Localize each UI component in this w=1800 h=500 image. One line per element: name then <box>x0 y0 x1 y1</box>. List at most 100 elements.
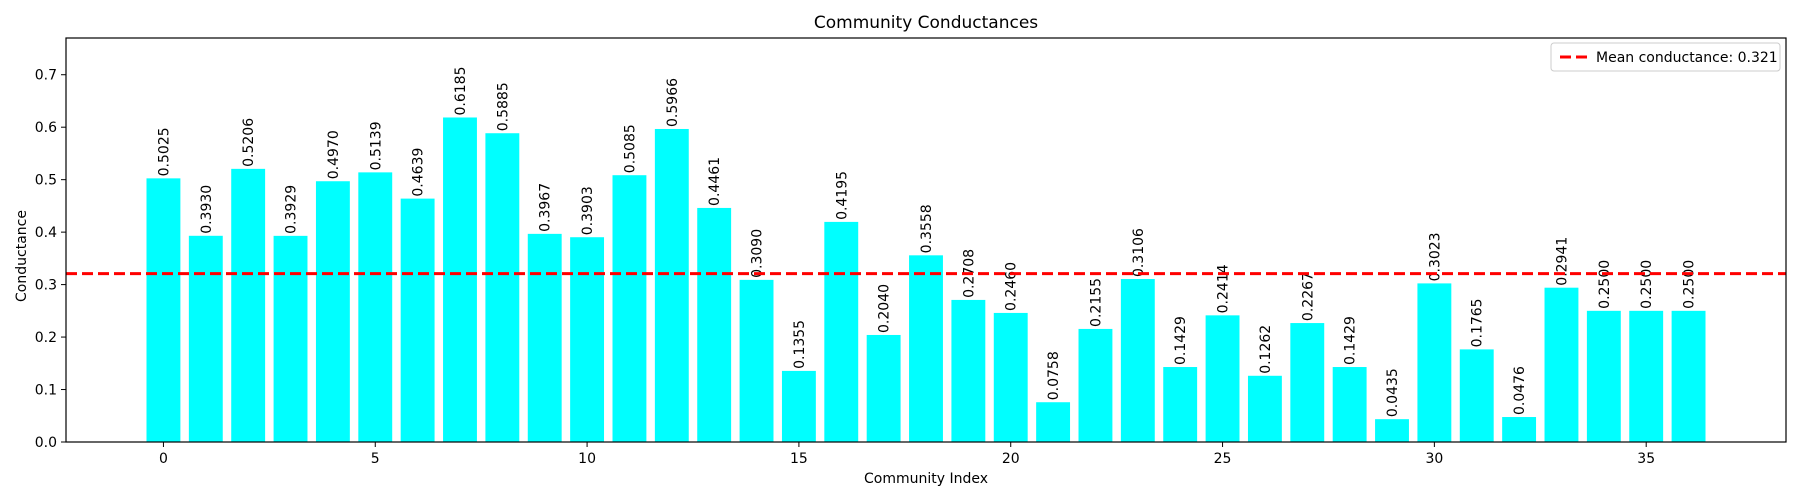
y-tick-label: 0.3 <box>35 278 57 294</box>
bar-community-36 <box>1671 310 1706 442</box>
bar-community-12 <box>654 128 689 442</box>
bar-value-label: 0.0435 <box>1385 368 1401 417</box>
x-tick-label: 35 <box>1637 451 1655 467</box>
y-axis-label: Conductance <box>14 210 30 302</box>
bar-community-22 <box>1078 328 1113 442</box>
bar-value-label: 0.1429 <box>1343 316 1359 365</box>
bar-community-3 <box>273 235 308 442</box>
bar-community-13 <box>697 207 732 442</box>
bar-value-label: 0.0476 <box>1512 366 1528 415</box>
y-tick-label: 0.5 <box>35 173 57 189</box>
bar-community-0 <box>146 178 181 442</box>
bar-value-label: 0.5139 <box>368 121 384 170</box>
x-tick-label: 25 <box>1214 451 1232 467</box>
bar-community-20 <box>993 312 1028 442</box>
bar-community-5 <box>358 172 393 442</box>
bar-community-4 <box>315 181 350 442</box>
bar-community-18 <box>909 255 943 442</box>
bar-value-label: 0.0758 <box>1046 351 1062 400</box>
bar-value-label: 0.3023 <box>1427 232 1443 281</box>
bar-value-label: 0.2414 <box>1216 264 1232 313</box>
bar-value-label: 0.5966 <box>665 78 681 127</box>
bar-community-17 <box>866 334 901 442</box>
bar-value-label: 0.3967 <box>538 183 554 232</box>
bar-value-label: 0.3903 <box>580 186 596 235</box>
legend-box <box>1550 42 1781 72</box>
bar-community-14 <box>739 279 774 442</box>
bar-community-16 <box>824 221 859 442</box>
bar-community-11 <box>612 175 647 443</box>
x-axis-ticks: 0 5 10 15 20 25 30 35 <box>159 442 1655 467</box>
bar-community-33 <box>1544 287 1579 442</box>
bar-community-35 <box>1629 310 1664 442</box>
legend: Mean conductance: 0.321 <box>1550 42 1781 72</box>
y-tick-label: 0.7 <box>35 68 57 84</box>
bar-value-label: 0.5025 <box>156 127 172 176</box>
bar-value-label: 0.3929 <box>284 185 300 234</box>
bar-community-31 <box>1459 349 1494 442</box>
y-tick-label: 0.0 <box>35 435 57 451</box>
bar-value-label: 0.2500 <box>1639 260 1655 309</box>
bar-value-label: 0.1262 <box>1258 325 1274 374</box>
bar-community-7 <box>443 117 477 442</box>
bar-value-label: 0.5085 <box>622 124 638 173</box>
bar-value-label: 0.5885 <box>495 82 511 131</box>
bar-community-25 <box>1205 315 1240 442</box>
bar-value-label: 0.1429 <box>1173 316 1189 365</box>
x-tick-label: 30 <box>1425 451 1443 467</box>
bar-value-label: 0.4195 <box>834 171 850 220</box>
bar-value-label: 0.3558 <box>919 204 935 253</box>
bar-value-label: 0.2040 <box>877 284 893 333</box>
bar-community-27 <box>1290 323 1325 442</box>
legend-label: Mean conductance: 0.321 <box>1596 50 1778 66</box>
bar-value-label: 0.4639 <box>411 148 427 197</box>
bar-value-label: 0.5206 <box>241 118 257 167</box>
bar-community-32 <box>1502 417 1537 442</box>
y-tick-label: 0.2 <box>35 330 57 346</box>
bars-group <box>146 117 1706 443</box>
y-axis-ticks: 0.0 0.1 0.2 0.3 0.4 0.5 0.6 0.7 <box>35 68 66 451</box>
bar-community-26 <box>1247 375 1282 442</box>
bar-community-30 <box>1417 283 1452 442</box>
bar-value-label: 0.3106 <box>1131 228 1147 277</box>
bar-value-label: 0.2941 <box>1554 237 1570 286</box>
bar-value-label: 0.1355 <box>792 320 808 369</box>
bar-community-1 <box>188 235 223 442</box>
bar-value-label: 0.6185 <box>453 66 469 115</box>
bar-community-29 <box>1375 419 1409 442</box>
x-tick-label: 5 <box>371 451 380 467</box>
x-tick-label: 0 <box>159 451 168 467</box>
bar-community-34 <box>1586 310 1621 442</box>
bar-value-label: 0.2267 <box>1300 272 1316 321</box>
bar-value-label: 0.2155 <box>1088 278 1104 327</box>
x-tick-label: 10 <box>578 451 596 467</box>
y-tick-label: 0.6 <box>35 120 57 136</box>
bar-community-19 <box>951 299 986 442</box>
bar-value-label: 0.2500 <box>1597 260 1613 309</box>
bar-community-10 <box>570 237 605 442</box>
chart-title: Community Conductances <box>814 13 1038 33</box>
bar-value-label: 0.2500 <box>1682 260 1698 309</box>
bar-value-label: 0.4970 <box>326 130 342 179</box>
bar-community-28 <box>1332 367 1367 442</box>
x-axis-label: Community Index <box>864 471 988 487</box>
bar-value-label: 0.3090 <box>750 229 766 278</box>
bar-community-23 <box>1120 279 1155 442</box>
x-tick-label: 15 <box>790 451 808 467</box>
bar-community-15 <box>781 370 816 442</box>
bar-community-9 <box>527 233 562 442</box>
y-tick-label: 0.1 <box>35 383 57 399</box>
bar-value-label: 0.3930 <box>199 185 215 234</box>
bar-value-label: 0.1765 <box>1470 298 1486 347</box>
bar-community-2 <box>231 168 266 443</box>
y-tick-label: 0.4 <box>35 225 57 241</box>
bar-community-6 <box>400 198 435 442</box>
bar-community-24 <box>1163 367 1198 442</box>
bar-value-label: 0.2460 <box>1004 262 1020 311</box>
bar-value-label: 0.4461 <box>707 157 723 206</box>
bar-community-21 <box>1036 402 1071 442</box>
bar-labels-group: 0.5025 0.3930 0.5206 0.3929 0.4970 0.5139 0.46… <box>156 66 1697 417</box>
plot-frame <box>65 37 1787 443</box>
x-tick-label: 20 <box>1002 451 1020 467</box>
